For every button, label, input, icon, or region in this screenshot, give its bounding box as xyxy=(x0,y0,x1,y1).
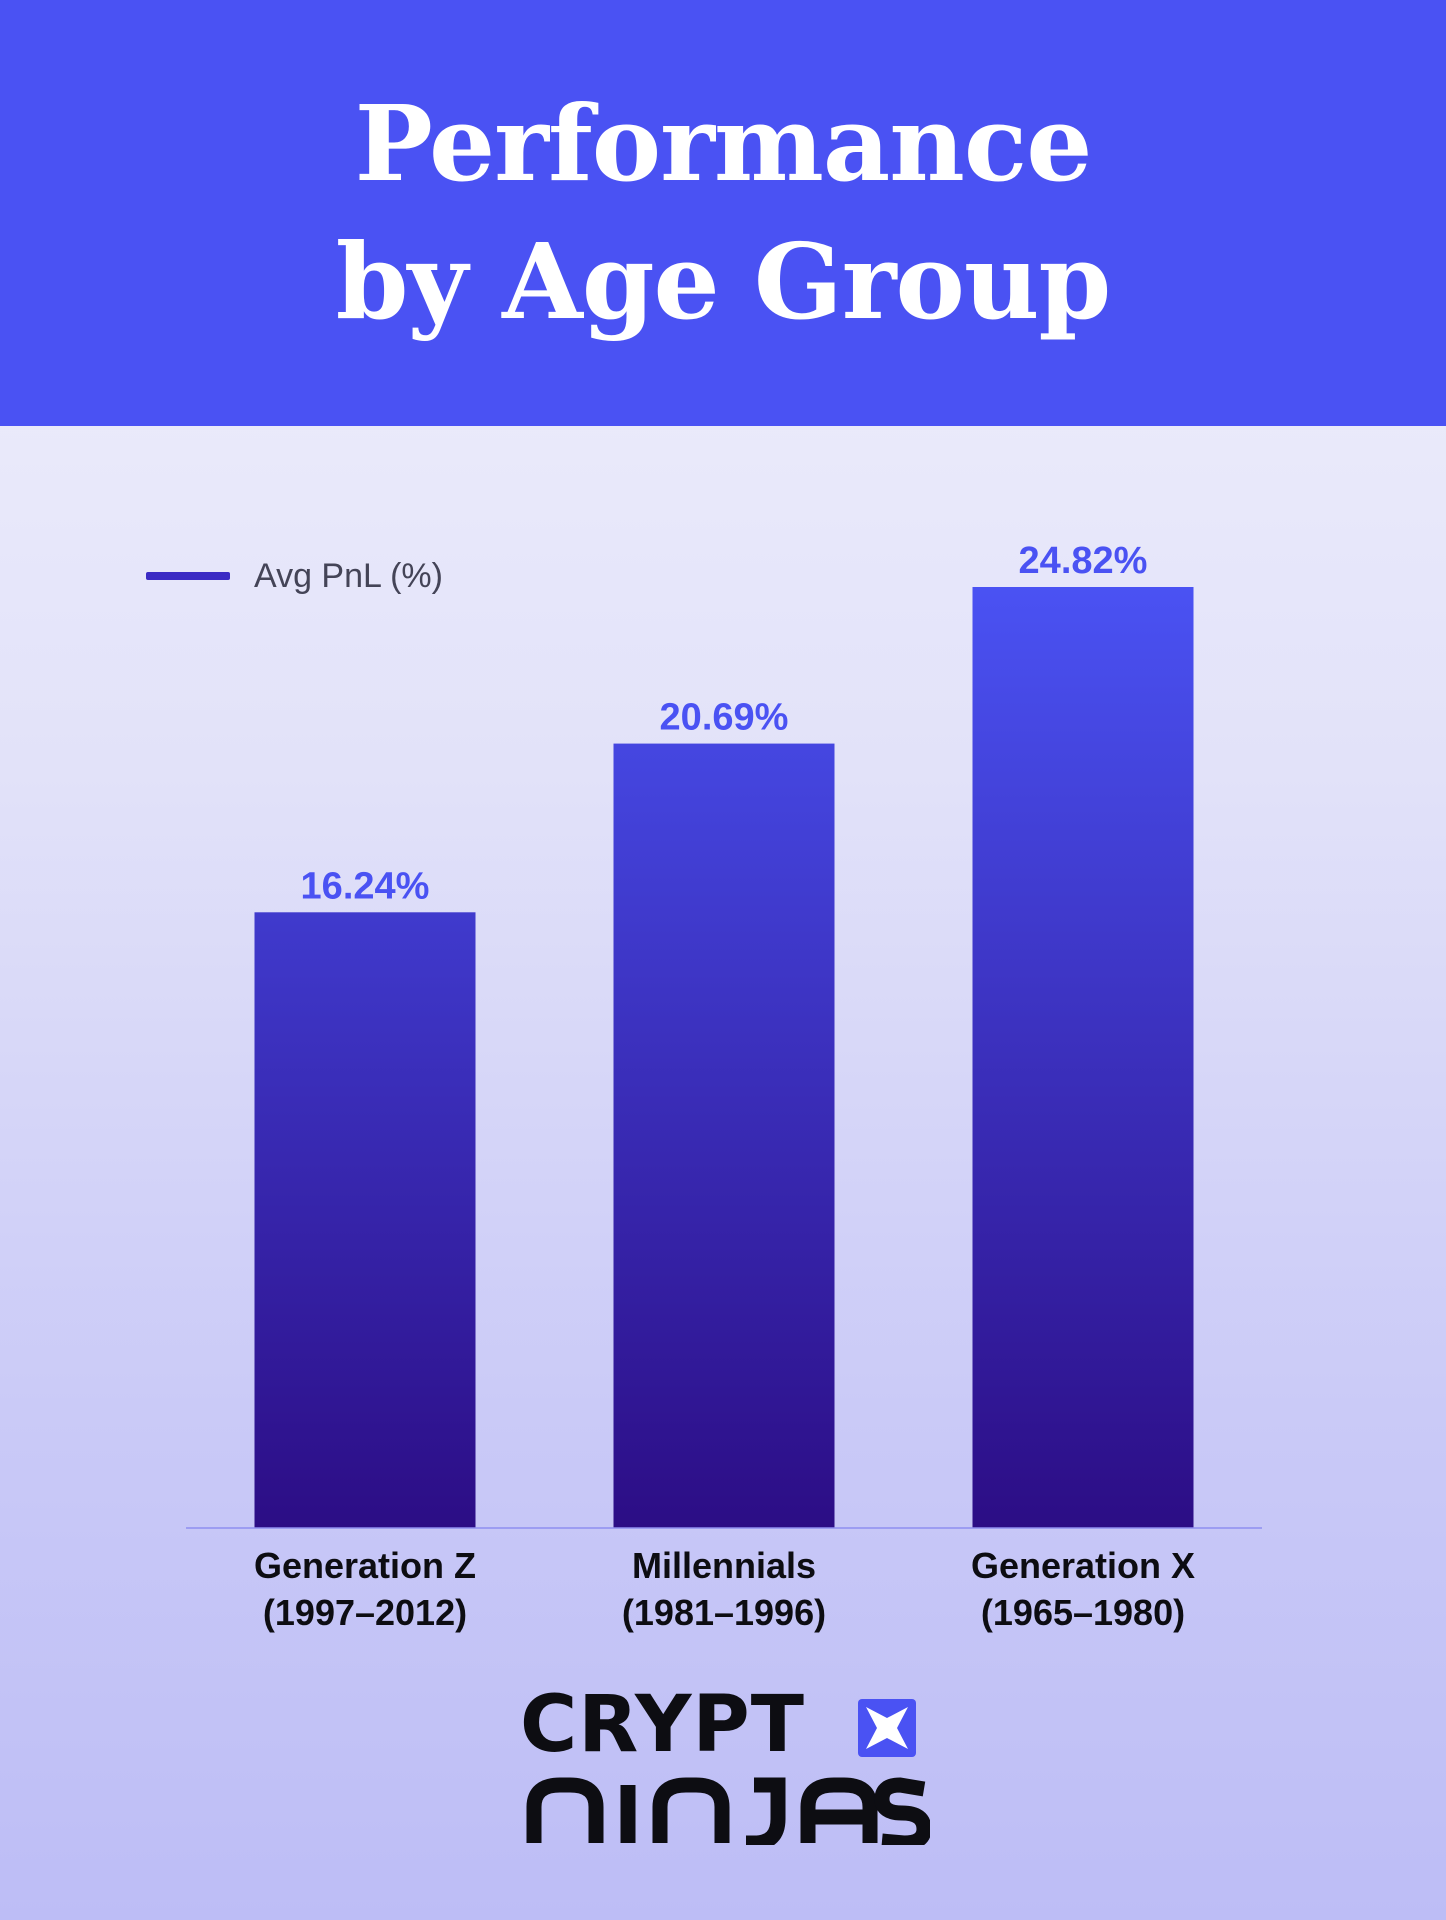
legend-swatch xyxy=(146,572,230,580)
bar xyxy=(254,912,476,1528)
data-label: 16.24% xyxy=(301,865,430,907)
legend: Avg PnL (%) xyxy=(146,552,443,600)
title-line-1: Performance xyxy=(354,82,1093,205)
shuriken-icon xyxy=(858,1699,916,1757)
data-label: 24.82% xyxy=(1019,540,1148,582)
category-label: Millennials xyxy=(632,1545,816,1586)
title-line-2: by Age Group xyxy=(335,220,1111,343)
bar xyxy=(613,743,835,1528)
category-label: (1997–2012) xyxy=(263,1592,467,1633)
legend-label: Avg PnL (%) xyxy=(254,556,443,595)
category-label: (1981–1996) xyxy=(622,1592,826,1633)
svg-text:CRYPT: CRYPT xyxy=(520,1685,805,1770)
category-label: Generation Z xyxy=(254,1545,476,1586)
bar xyxy=(972,587,1194,1528)
logo-graphic: CRYPT xyxy=(520,1680,932,1851)
crypto-ninjas-logo: CRYPT xyxy=(520,1680,932,1851)
header-banner: Performance by Age Group xyxy=(0,0,1446,426)
data-label: 20.69% xyxy=(660,697,789,739)
category-label: Generation X xyxy=(971,1545,1195,1586)
category-label: (1965–1980) xyxy=(981,1592,1185,1633)
